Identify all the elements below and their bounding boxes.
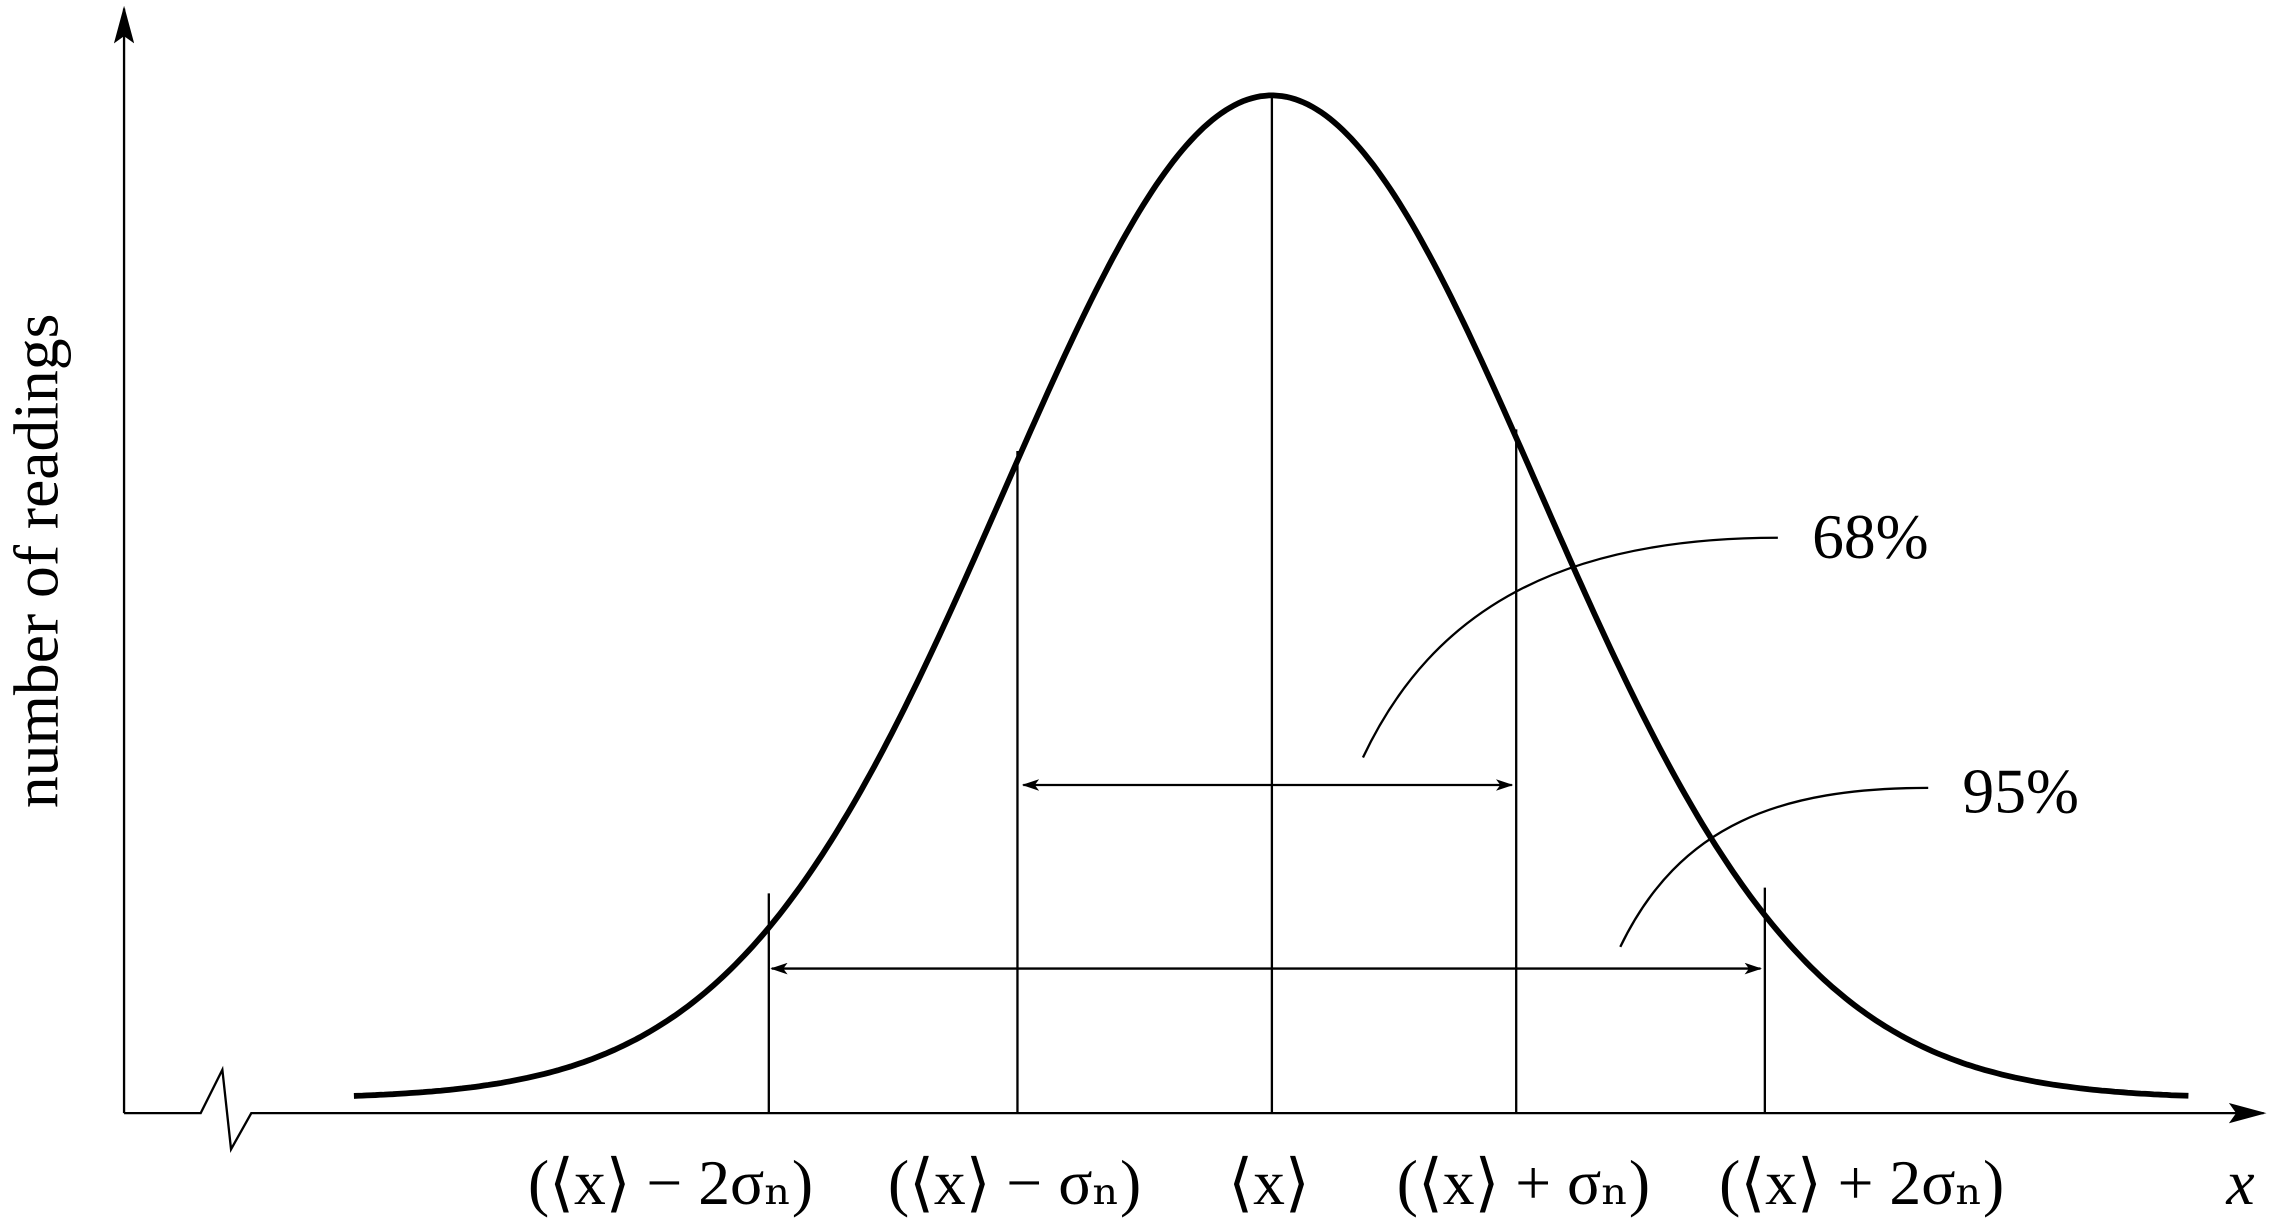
tick-label: ⟨x⟩	[1228, 1147, 1309, 1218]
annotation: 95%	[1962, 755, 2079, 826]
annotation: 68%	[1812, 501, 1929, 572]
leader-95	[1619, 786, 1929, 948]
tick-label: (⟨x⟩ + σₙ)	[1397, 1147, 1650, 1218]
x-axis	[124, 1065, 2267, 1153]
sigma-lines	[767, 95, 1767, 1114]
y-axis-label: number of readings	[1, 314, 72, 808]
tick-label: (⟨x⟩ + 2σₙ)	[1719, 1147, 2004, 1218]
leader-68	[1361, 536, 1778, 759]
x-axis-label: x	[2225, 1147, 2254, 1218]
tick-label: (⟨x⟩ − 2σₙ)	[528, 1147, 813, 1218]
tick-label: (⟨x⟩ − σₙ)	[888, 1147, 1141, 1218]
